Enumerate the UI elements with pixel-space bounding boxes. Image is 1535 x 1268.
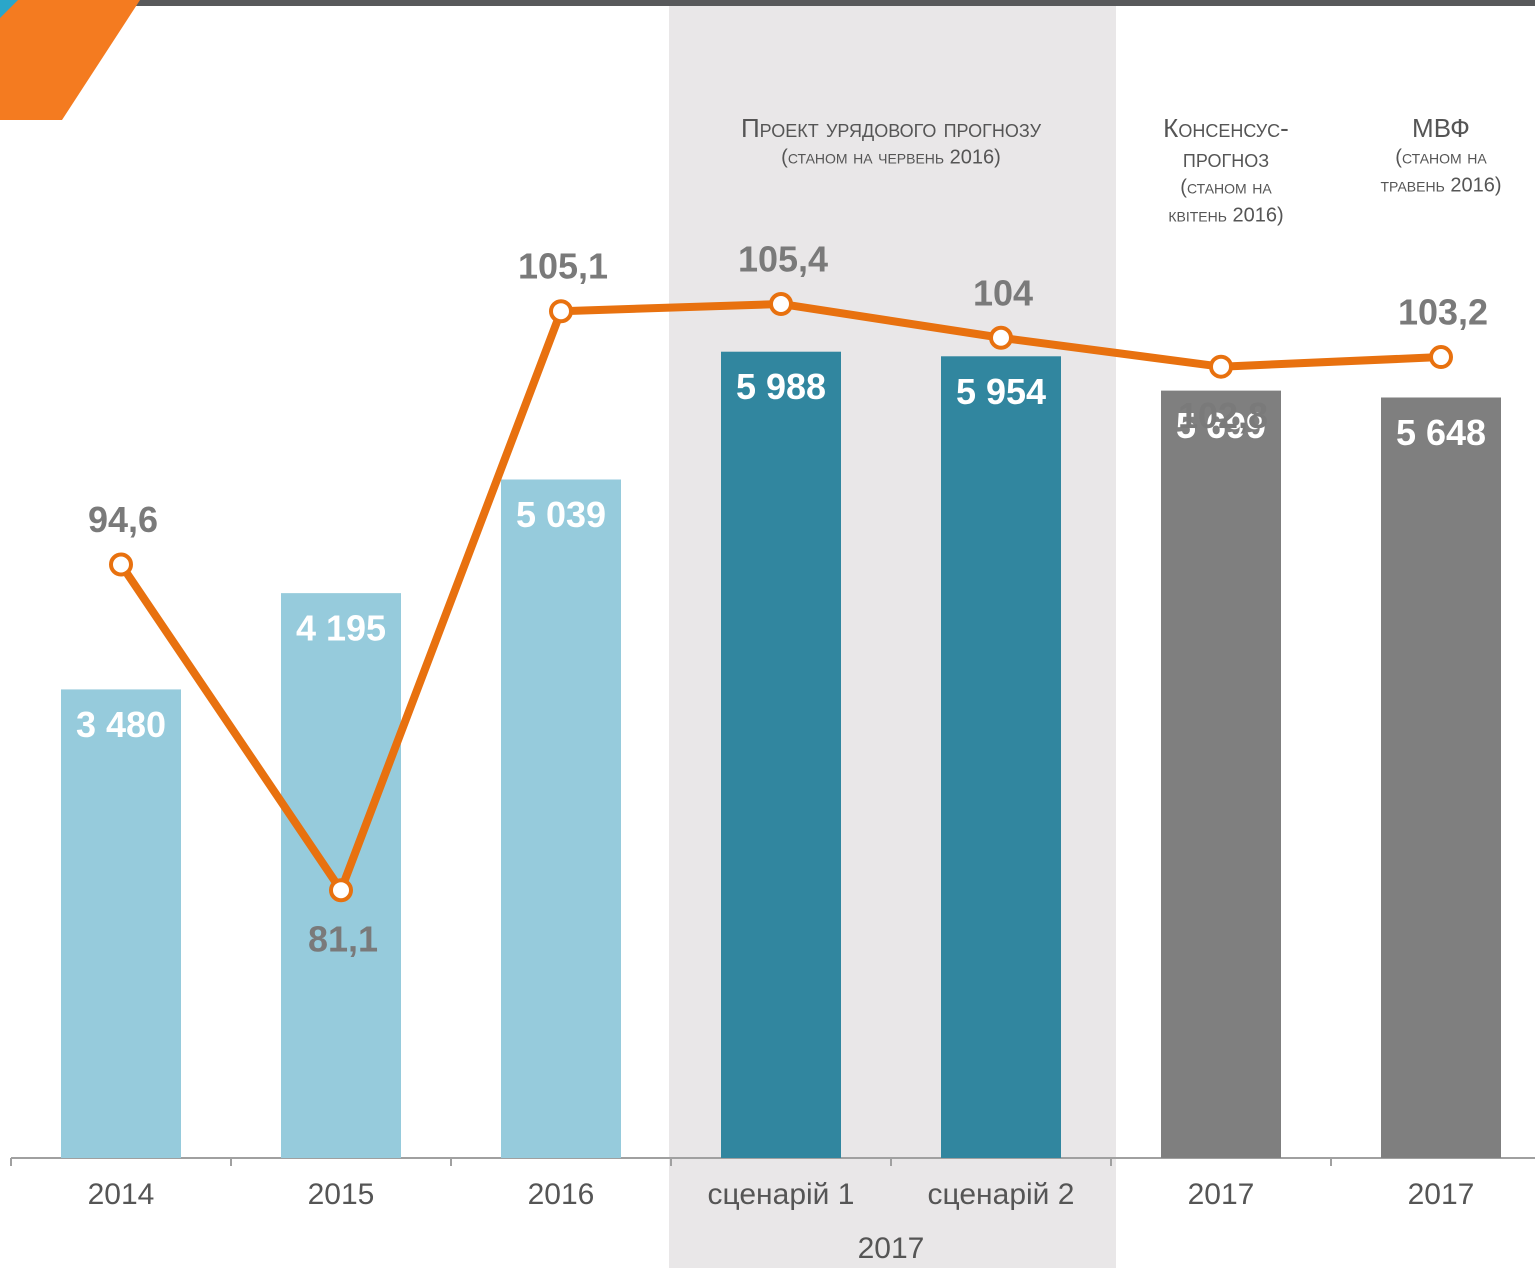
line-label: 102,8 — [1178, 395, 1268, 436]
bar — [61, 689, 181, 1158]
bar-label: 5 039 — [516, 494, 606, 535]
bar — [501, 479, 621, 1158]
x-tick-label: 2016 — [528, 1178, 595, 1211]
bar-label: 5 648 — [1396, 412, 1486, 453]
bar-label: 4 195 — [296, 608, 386, 649]
annotation-note: квітень 2016) — [1168, 204, 1283, 226]
bar-label: 5 699 — [1176, 405, 1266, 446]
top-bar — [0, 0, 1535, 6]
annotation-note: (станом на червень 2016) — [781, 146, 1001, 168]
bar — [281, 593, 401, 1158]
annotation-title: Проект урядового прогнозу — [741, 113, 1042, 143]
corner-decoration — [0, 0, 140, 120]
annotation-note: (станом на — [1180, 176, 1272, 198]
bar — [941, 356, 1061, 1158]
bar-label: 5 954 — [956, 371, 1046, 412]
x-tick-label: сценарій 1 — [708, 1178, 855, 1211]
line-marker — [1209, 354, 1233, 379]
bar-label: 3 480 — [76, 704, 166, 745]
annotation-title: Консенсус- — [1163, 113, 1289, 143]
group-label: 2017 — [858, 1232, 925, 1265]
line-marker — [989, 325, 1013, 350]
annotation-note: травень 2016) — [1381, 174, 1502, 196]
line-label: 104 — [973, 272, 1033, 313]
x-tick-label: 2017 — [1408, 1178, 1475, 1211]
line-label: 105,1 — [518, 246, 608, 287]
bar — [721, 351, 841, 1158]
bar — [1381, 397, 1501, 1158]
x-tick-label: 2017 — [1188, 1178, 1255, 1211]
x-tick-label: 2014 — [88, 1178, 155, 1211]
line-label: 94,6 — [88, 499, 158, 540]
corner-decoration — [0, 0, 18, 18]
line-marker — [769, 291, 793, 316]
line-label: 103,2 — [1398, 292, 1488, 333]
annotation-note: (станом на — [1395, 146, 1487, 168]
line-marker — [329, 878, 353, 903]
annotation-title: МВФ — [1412, 113, 1470, 143]
line-label: 105,4 — [738, 238, 828, 279]
x-tick-label: 2015 — [308, 1178, 375, 1211]
bar-label: 5 988 — [736, 366, 826, 407]
annotation-title: прогноз — [1183, 143, 1269, 173]
bar — [1161, 390, 1281, 1158]
line-marker — [549, 299, 573, 324]
line-label: 81,1 — [308, 919, 378, 960]
line-marker — [1429, 345, 1453, 370]
line-marker — [109, 552, 133, 577]
x-tick-label: сценарій 2 — [928, 1178, 1075, 1211]
